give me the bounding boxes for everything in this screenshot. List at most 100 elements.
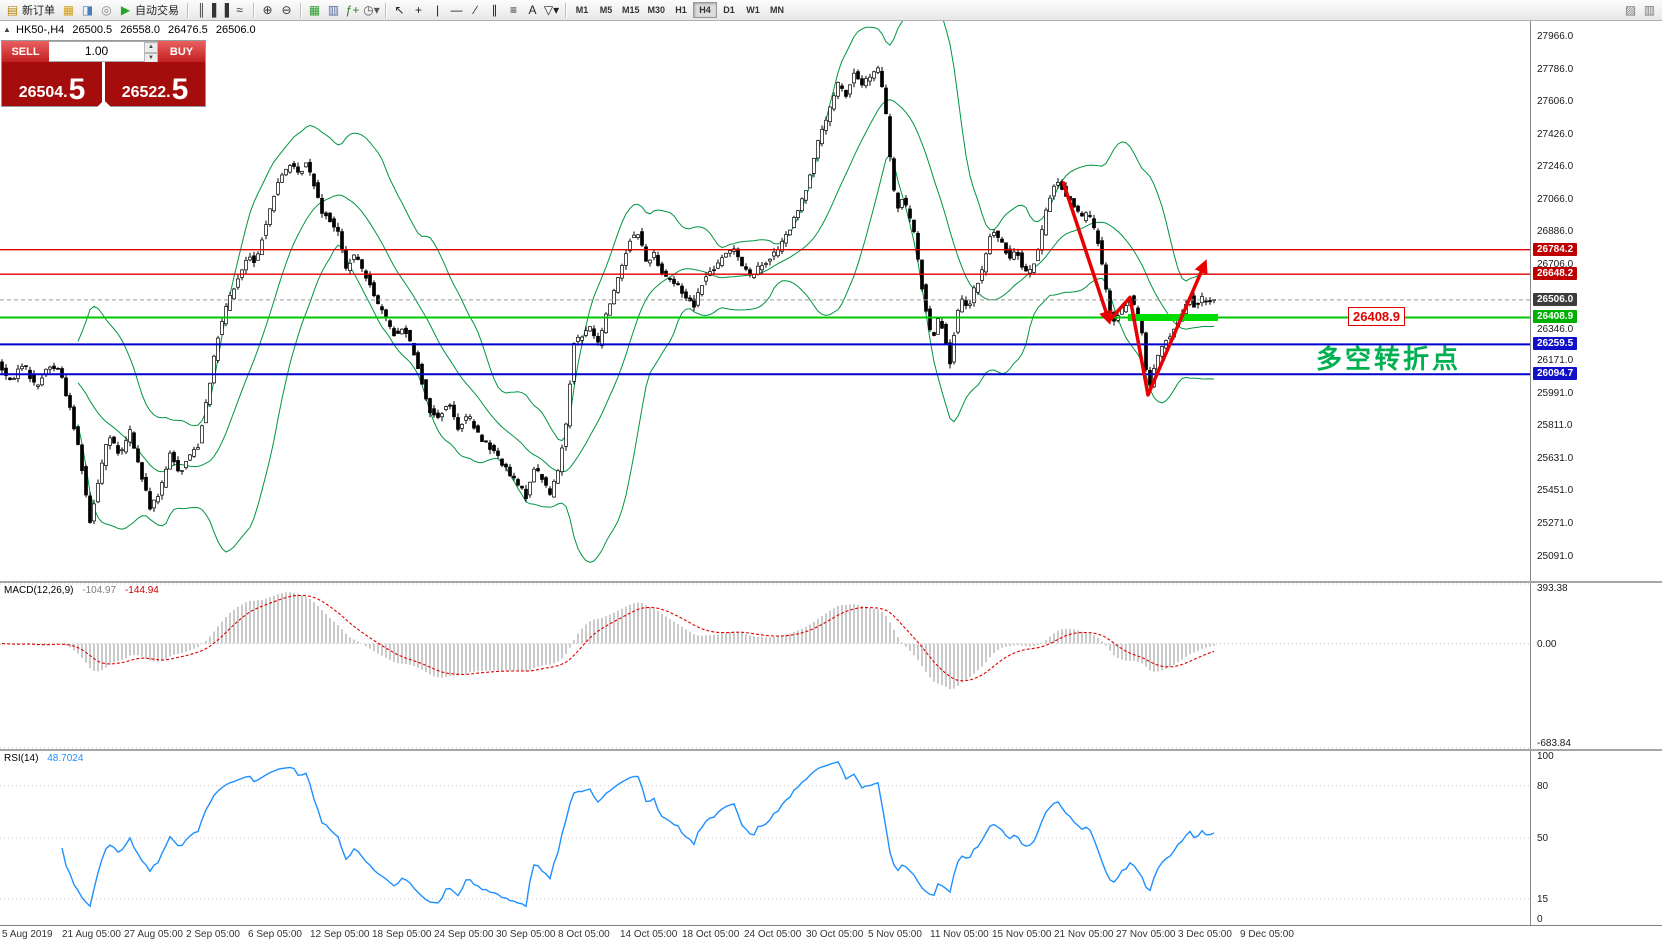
price-callout-label[interactable]: 26408.9 [1348, 307, 1405, 326]
rsi-axis-label: 50 [1537, 833, 1549, 844]
charts-icon[interactable]: ▦ [62, 3, 75, 17]
vertical-line-icon[interactable]: | [435, 3, 440, 17]
candlestick-chart [0, 21, 1530, 564]
price-axis-label: 25451.0 [1537, 485, 1574, 496]
red-arrow-annotation[interactable] [1061, 181, 1208, 397]
date-label: 24 Oct 05:00 [744, 929, 802, 940]
price-axis-label: 26886.0 [1537, 226, 1574, 237]
timeframe-m15-button[interactable]: M15 [622, 5, 640, 15]
crosshair-icon[interactable]: + [414, 3, 422, 17]
date-label: 8 Oct 05:00 [558, 929, 610, 940]
tile-windows-icon[interactable]: ▦ [308, 3, 321, 17]
bid-price-main: 26504. [18, 84, 68, 101]
price-axis-label: 27606.0 [1537, 96, 1574, 107]
volume-field: 1.00 ▲ ▼ [49, 41, 158, 64]
timeframe-m30-button[interactable]: M30 [647, 5, 666, 15]
timeframe-w1-button[interactable]: W1 [746, 5, 760, 15]
new-order-icon[interactable]: ▤ [6, 3, 19, 17]
bid-price-pip: 5 [68, 72, 86, 106]
price-tag: 26506.0 [1533, 293, 1578, 306]
price-tag: 26784.2 [1533, 243, 1578, 256]
date-label: 30 Sep 05:00 [496, 929, 556, 940]
volume-input[interactable]: 1.00 [84, 44, 109, 58]
price-axis-label: 26346.0 [1537, 324, 1574, 335]
period-dropdown-icon[interactable]: ◷▾ [363, 3, 380, 17]
channel-icon[interactable]: ∥ [491, 3, 498, 17]
bar-chart-icon[interactable]: ║ [197, 3, 206, 17]
price-axis-label: 25271.0 [1537, 518, 1574, 529]
turning-point-annotation[interactable]: 多空转折点 [1316, 344, 1462, 374]
chart-plot-area[interactable]: ▲ HK50-,H4 26500.5 26558.0 26476.5 26506… [0, 21, 1530, 581]
horizontal-line-icon[interactable]: ― [450, 3, 463, 17]
timeframe-h1-button[interactable]: H1 [675, 5, 687, 15]
rsi-line [61, 760, 1215, 908]
date-label: 18 Sep 05:00 [372, 929, 432, 940]
price-tag: 26648.2 [1533, 267, 1578, 280]
macd-value: -104.97 [82, 585, 117, 596]
ohlc-low: 26476.5 [168, 24, 208, 36]
price-axis-label: 26706.0 [1537, 259, 1574, 270]
toolbar-separator [565, 2, 566, 18]
bid-price-display[interactable]: 26504. 5 [2, 62, 102, 106]
macd-axis-label: 0.00 [1537, 639, 1557, 650]
date-label: 14 Oct 05:00 [620, 929, 678, 940]
rsi-axis: 100 80 50 15 0 [1530, 751, 1662, 925]
cursor-icon[interactable]: ↖ [394, 3, 405, 17]
price-axis-label: 25811.0 [1537, 420, 1573, 431]
zoom-out-icon[interactable]: ⊖ [281, 3, 292, 17]
candlestick-chart-icon[interactable]: ▌▐ [211, 3, 229, 17]
toolbar-separator [253, 2, 254, 18]
window-list-icon[interactable]: ▥ [1643, 2, 1656, 17]
date-label: 21 Aug 05:00 [62, 929, 121, 940]
add-indicator-icon[interactable]: ƒ+ [345, 3, 360, 17]
price-axis[interactable]: 27966.0 27786.0 27606.0 27426.0 27246.0 27066… [1530, 21, 1662, 581]
price-axis-label: 27426.0 [1537, 129, 1574, 140]
text-label-icon[interactable]: A [528, 3, 537, 17]
fibonacci-icon[interactable]: ≡ [509, 3, 517, 17]
date-label: 15 Nov 05:00 [992, 929, 1052, 940]
ohlc-open: 26500.5 [72, 24, 113, 36]
rsi-axis-label: 0 [1537, 914, 1543, 925]
arrange-windows-icon[interactable]: ▥ [327, 3, 340, 17]
date-axis[interactable]: 5 Aug 2019 21 Aug 05:00 27 Aug 05:00 2 Sep … [0, 925, 1662, 944]
macd-signal-value: -144.94 [124, 585, 159, 596]
date-label: 30 Oct 05:00 [806, 929, 864, 940]
macd-axis-label: 393.38 [1537, 583, 1568, 594]
date-label: 24 Sep 05:00 [434, 929, 494, 940]
rsi-label: RSI(14) 48.7024 [4, 753, 83, 764]
macd-plot-area: MACD(12,26,9) -104.97 -144.94 [0, 583, 1530, 749]
price-tag: 26094.7 [1533, 367, 1578, 380]
sell-button[interactable]: SELL [2, 41, 49, 62]
rsi-value: 48.7024 [47, 753, 84, 764]
one-click-trading-toggle-icon[interactable]: ▲ [3, 25, 11, 34]
date-label: 18 Oct 05:00 [682, 929, 740, 940]
ask-price-display[interactable]: 26522. 5 [105, 62, 205, 106]
macd-label: MACD(12,26,9) -104.97 -144.94 [4, 585, 159, 596]
line-chart-icon[interactable]: ≈ [236, 3, 243, 17]
buy-button[interactable]: BUY [158, 41, 205, 62]
trendline-icon[interactable]: ∕ [474, 3, 477, 17]
refresh-icon[interactable]: ◎ [101, 3, 112, 17]
support-resistance-lines[interactable] [0, 248, 1530, 376]
date-label: 27 Nov 05:00 [1116, 929, 1176, 940]
date-label: 9 Dec 05:00 [1240, 929, 1294, 940]
auto-trading-icon[interactable]: ▶ [120, 3, 131, 17]
rsi-axis-label: 80 [1537, 781, 1549, 792]
timeframe-mn-button[interactable]: MN [770, 5, 785, 15]
toolbar-right-icons: ▨ ▥ [1621, 1, 1659, 18]
timeframe-m5-button[interactable]: M5 [599, 5, 613, 15]
volume-up-icon[interactable]: ▲ [144, 42, 158, 53]
auto-trading-label: 自动交易 [135, 5, 179, 17]
timeframe-m1-button[interactable]: M1 [575, 5, 589, 15]
arrows-tool-icon[interactable]: ▽▾ [543, 3, 560, 17]
rsi-axis-label: 15 [1537, 894, 1549, 905]
new-chart-window-icon[interactable]: ▨ [1624, 2, 1637, 17]
timeframe-d1-button[interactable]: D1 [723, 5, 735, 15]
one-click-trading-panel: SELL 1.00 ▲ ▼ BUY 26504. 5 [2, 41, 205, 113]
timeframe-h4-button[interactable]: H4 [693, 2, 718, 18]
zoom-in-icon[interactable]: ⊕ [262, 3, 273, 17]
profiles-icon[interactable]: ◨ [81, 3, 94, 17]
price-axis-label: 27786.0 [1537, 64, 1574, 75]
macd-axis-label: -683.84 [1537, 738, 1571, 749]
